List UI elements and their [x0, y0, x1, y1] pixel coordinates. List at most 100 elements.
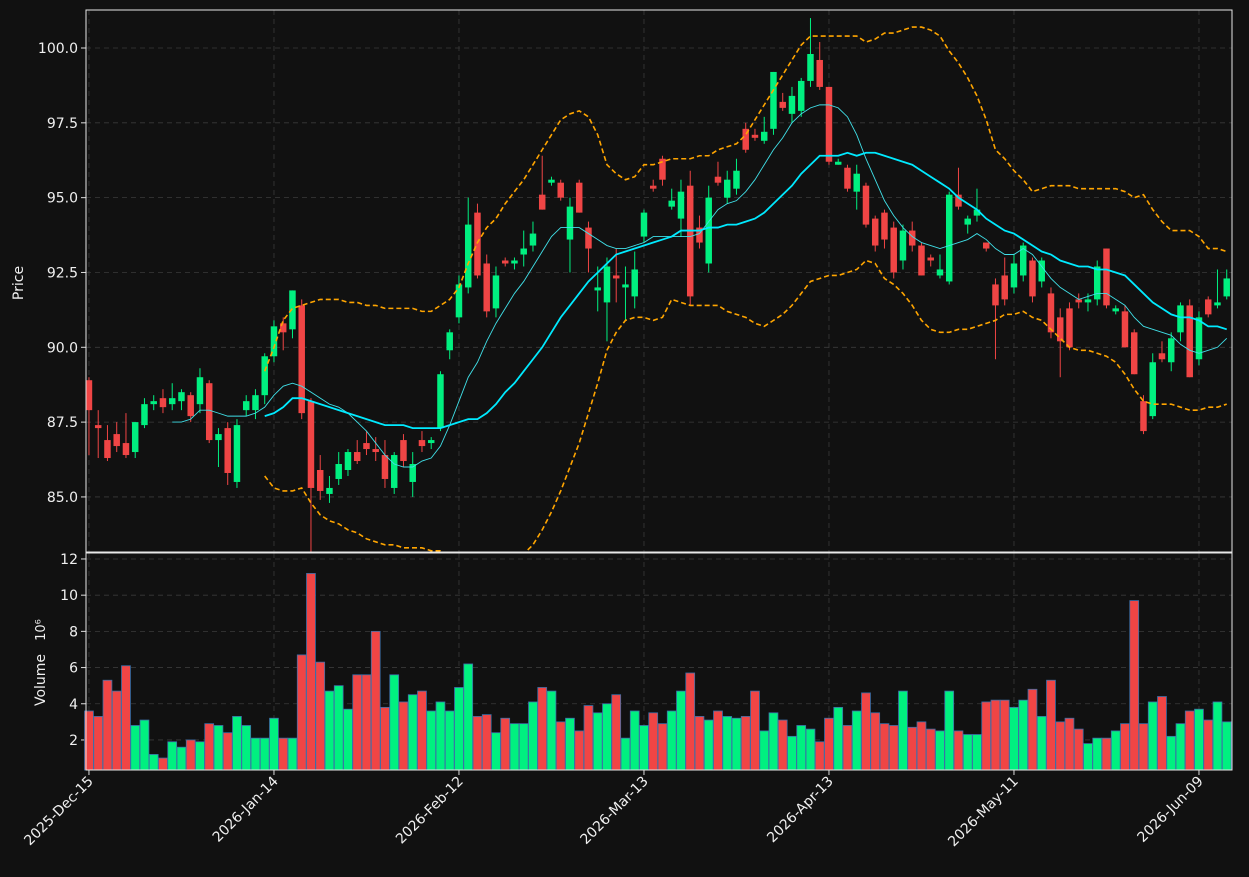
- candle-body: [566, 206, 574, 240]
- overlay-line: [263, 26, 1227, 372]
- volume-bar: [676, 690, 686, 771]
- candle-body: [1214, 302, 1221, 306]
- volume-bar: [343, 708, 353, 771]
- volume-bar: [158, 757, 168, 771]
- candle-body: [261, 356, 268, 396]
- volume-bar: [417, 690, 427, 771]
- volume-bar: [370, 630, 381, 771]
- volume-axis-label: Volume: [33, 654, 49, 706]
- candle-body: [168, 398, 176, 405]
- volume-bar: [925, 728, 936, 771]
- y-tick-label: 6: [69, 661, 78, 677]
- candle-body: [520, 248, 527, 255]
- candle-body: [104, 440, 111, 459]
- volume-bar: [1083, 743, 1093, 771]
- candle-body: [1186, 305, 1193, 378]
- volume-bar: [583, 705, 594, 771]
- y-tick-label: 12: [60, 552, 78, 568]
- candle-body: [187, 395, 194, 417]
- y-tick-label: 8: [69, 624, 78, 640]
- candle-body: [326, 487, 333, 494]
- y-tick-label: 85.0: [47, 490, 78, 506]
- candle-body: [853, 173, 860, 192]
- volume-bar: [491, 732, 501, 771]
- candle-body: [659, 158, 666, 180]
- volume-bar: [435, 701, 446, 771]
- candle-body: [1103, 248, 1110, 306]
- volume-bar: [1027, 688, 1038, 771]
- volume-bar: [935, 730, 945, 771]
- volume-bar: [870, 712, 881, 771]
- candle-body: [1075, 299, 1082, 303]
- candle-body: [733, 170, 740, 189]
- volume-bar: [250, 737, 261, 771]
- candle-body: [1093, 266, 1101, 300]
- candle-body: [1047, 293, 1055, 333]
- volume-bar: [694, 716, 705, 771]
- price-axis-label: Price: [11, 266, 27, 300]
- volume-bar: [111, 690, 122, 771]
- volume-bar: [592, 712, 603, 771]
- candle-body: [289, 290, 296, 330]
- candle-body: [1177, 305, 1184, 333]
- volume-bar: [713, 710, 723, 771]
- volume-scale-label: 10⁶: [34, 619, 49, 641]
- candle-body: [1001, 275, 1008, 300]
- candle-body: [1112, 308, 1119, 312]
- volume-bar: [1212, 701, 1223, 771]
- candle-body: [594, 287, 601, 291]
- candle-body: [918, 245, 925, 276]
- volume-bar: [398, 701, 409, 771]
- candle-body: [1195, 317, 1203, 360]
- volume-bar: [380, 706, 390, 771]
- volume-bar: [787, 735, 797, 771]
- candle-body: [890, 227, 897, 273]
- candle-body: [390, 455, 398, 488]
- candle-body: [649, 185, 657, 189]
- candle-body: [455, 284, 463, 318]
- volume-bar: [1221, 721, 1232, 771]
- candle-body: [1084, 299, 1092, 303]
- volume-bar: [1092, 737, 1103, 771]
- candle-body: [483, 263, 490, 312]
- y-tick-label: 10: [60, 588, 78, 604]
- candle-body: [927, 257, 934, 261]
- candle-body: [381, 455, 389, 479]
- volume-bar: [306, 573, 316, 771]
- candle-body: [585, 227, 592, 249]
- candle-body: [945, 194, 953, 282]
- volume-bar: [463, 663, 474, 771]
- overlay-line: [264, 259, 1227, 552]
- candle-body: [955, 194, 962, 207]
- candle-body: [548, 179, 555, 183]
- candle-body: [307, 401, 315, 488]
- candle-body: [1149, 362, 1156, 417]
- volume-bar: [888, 725, 899, 771]
- volume-bar: [1138, 723, 1149, 771]
- candle-body: [1056, 317, 1064, 342]
- candle-body: [899, 230, 907, 261]
- candle-body: [705, 197, 712, 264]
- volume-bar: [944, 690, 955, 771]
- candle-body: [1158, 353, 1166, 360]
- volume-bar: [703, 719, 714, 771]
- candle-body: [270, 326, 278, 357]
- volume-bar: [1064, 717, 1075, 771]
- volume-bar: [546, 690, 557, 771]
- candles: [86, 18, 1230, 552]
- volume-bar: [1055, 721, 1066, 771]
- volume-bar: [333, 685, 344, 771]
- volume-bar: [1194, 708, 1204, 771]
- volume-bar: [962, 734, 973, 771]
- volume-bar: [324, 690, 335, 771]
- candle-body: [631, 269, 638, 297]
- candle-body: [696, 227, 703, 243]
- candle-body: [233, 425, 241, 482]
- volume-bar: [195, 741, 205, 771]
- volume-bar: [426, 710, 437, 771]
- y-tick-label: 92.5: [47, 265, 78, 281]
- candle-body: [427, 440, 435, 444]
- candle-body: [492, 275, 500, 309]
- volume-bar: [1101, 737, 1112, 771]
